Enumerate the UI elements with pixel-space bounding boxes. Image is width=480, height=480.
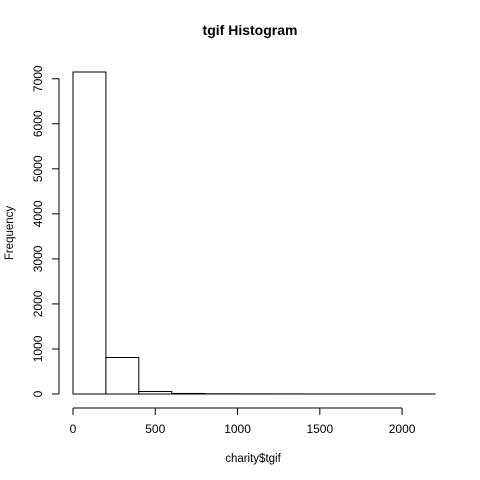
y-tick-label-7: 7000 [31, 65, 45, 92]
x-tick-label-2: 1000 [224, 422, 251, 436]
x-axis: 0 500 1000 1500 2000 [70, 407, 416, 436]
chart-title: tgif Histogram [203, 22, 298, 38]
x-tick-label-3: 1500 [306, 422, 333, 436]
y-tick-label-4: 4000 [31, 200, 45, 227]
y-tick-label-3: 3000 [31, 245, 45, 272]
x-axis-label: charity$tgif [225, 453, 281, 465]
histogram-bar-0 [72, 71, 107, 395]
x-tick-label-4: 2000 [389, 422, 416, 436]
y-tick-label-1: 1000 [31, 335, 45, 362]
histogram-bar-2 [138, 391, 173, 395]
x-tick-label-0: 0 [70, 422, 77, 436]
y-tick-label-6: 6000 [31, 110, 45, 137]
y-axis: 0 1000 2000 3000 4000 5000 6000 7000 [31, 65, 60, 397]
histogram-bar-3 [171, 392, 206, 395]
bars-group [72, 71, 436, 395]
y-tick-label-2: 2000 [31, 290, 45, 317]
y-axis-label: Frequency [4, 206, 16, 261]
x-tick-label-1: 500 [145, 422, 165, 436]
y-tick-label-5: 5000 [31, 155, 45, 182]
y-tick-label-0: 0 [31, 390, 45, 397]
histogram-bar-1 [105, 357, 140, 395]
